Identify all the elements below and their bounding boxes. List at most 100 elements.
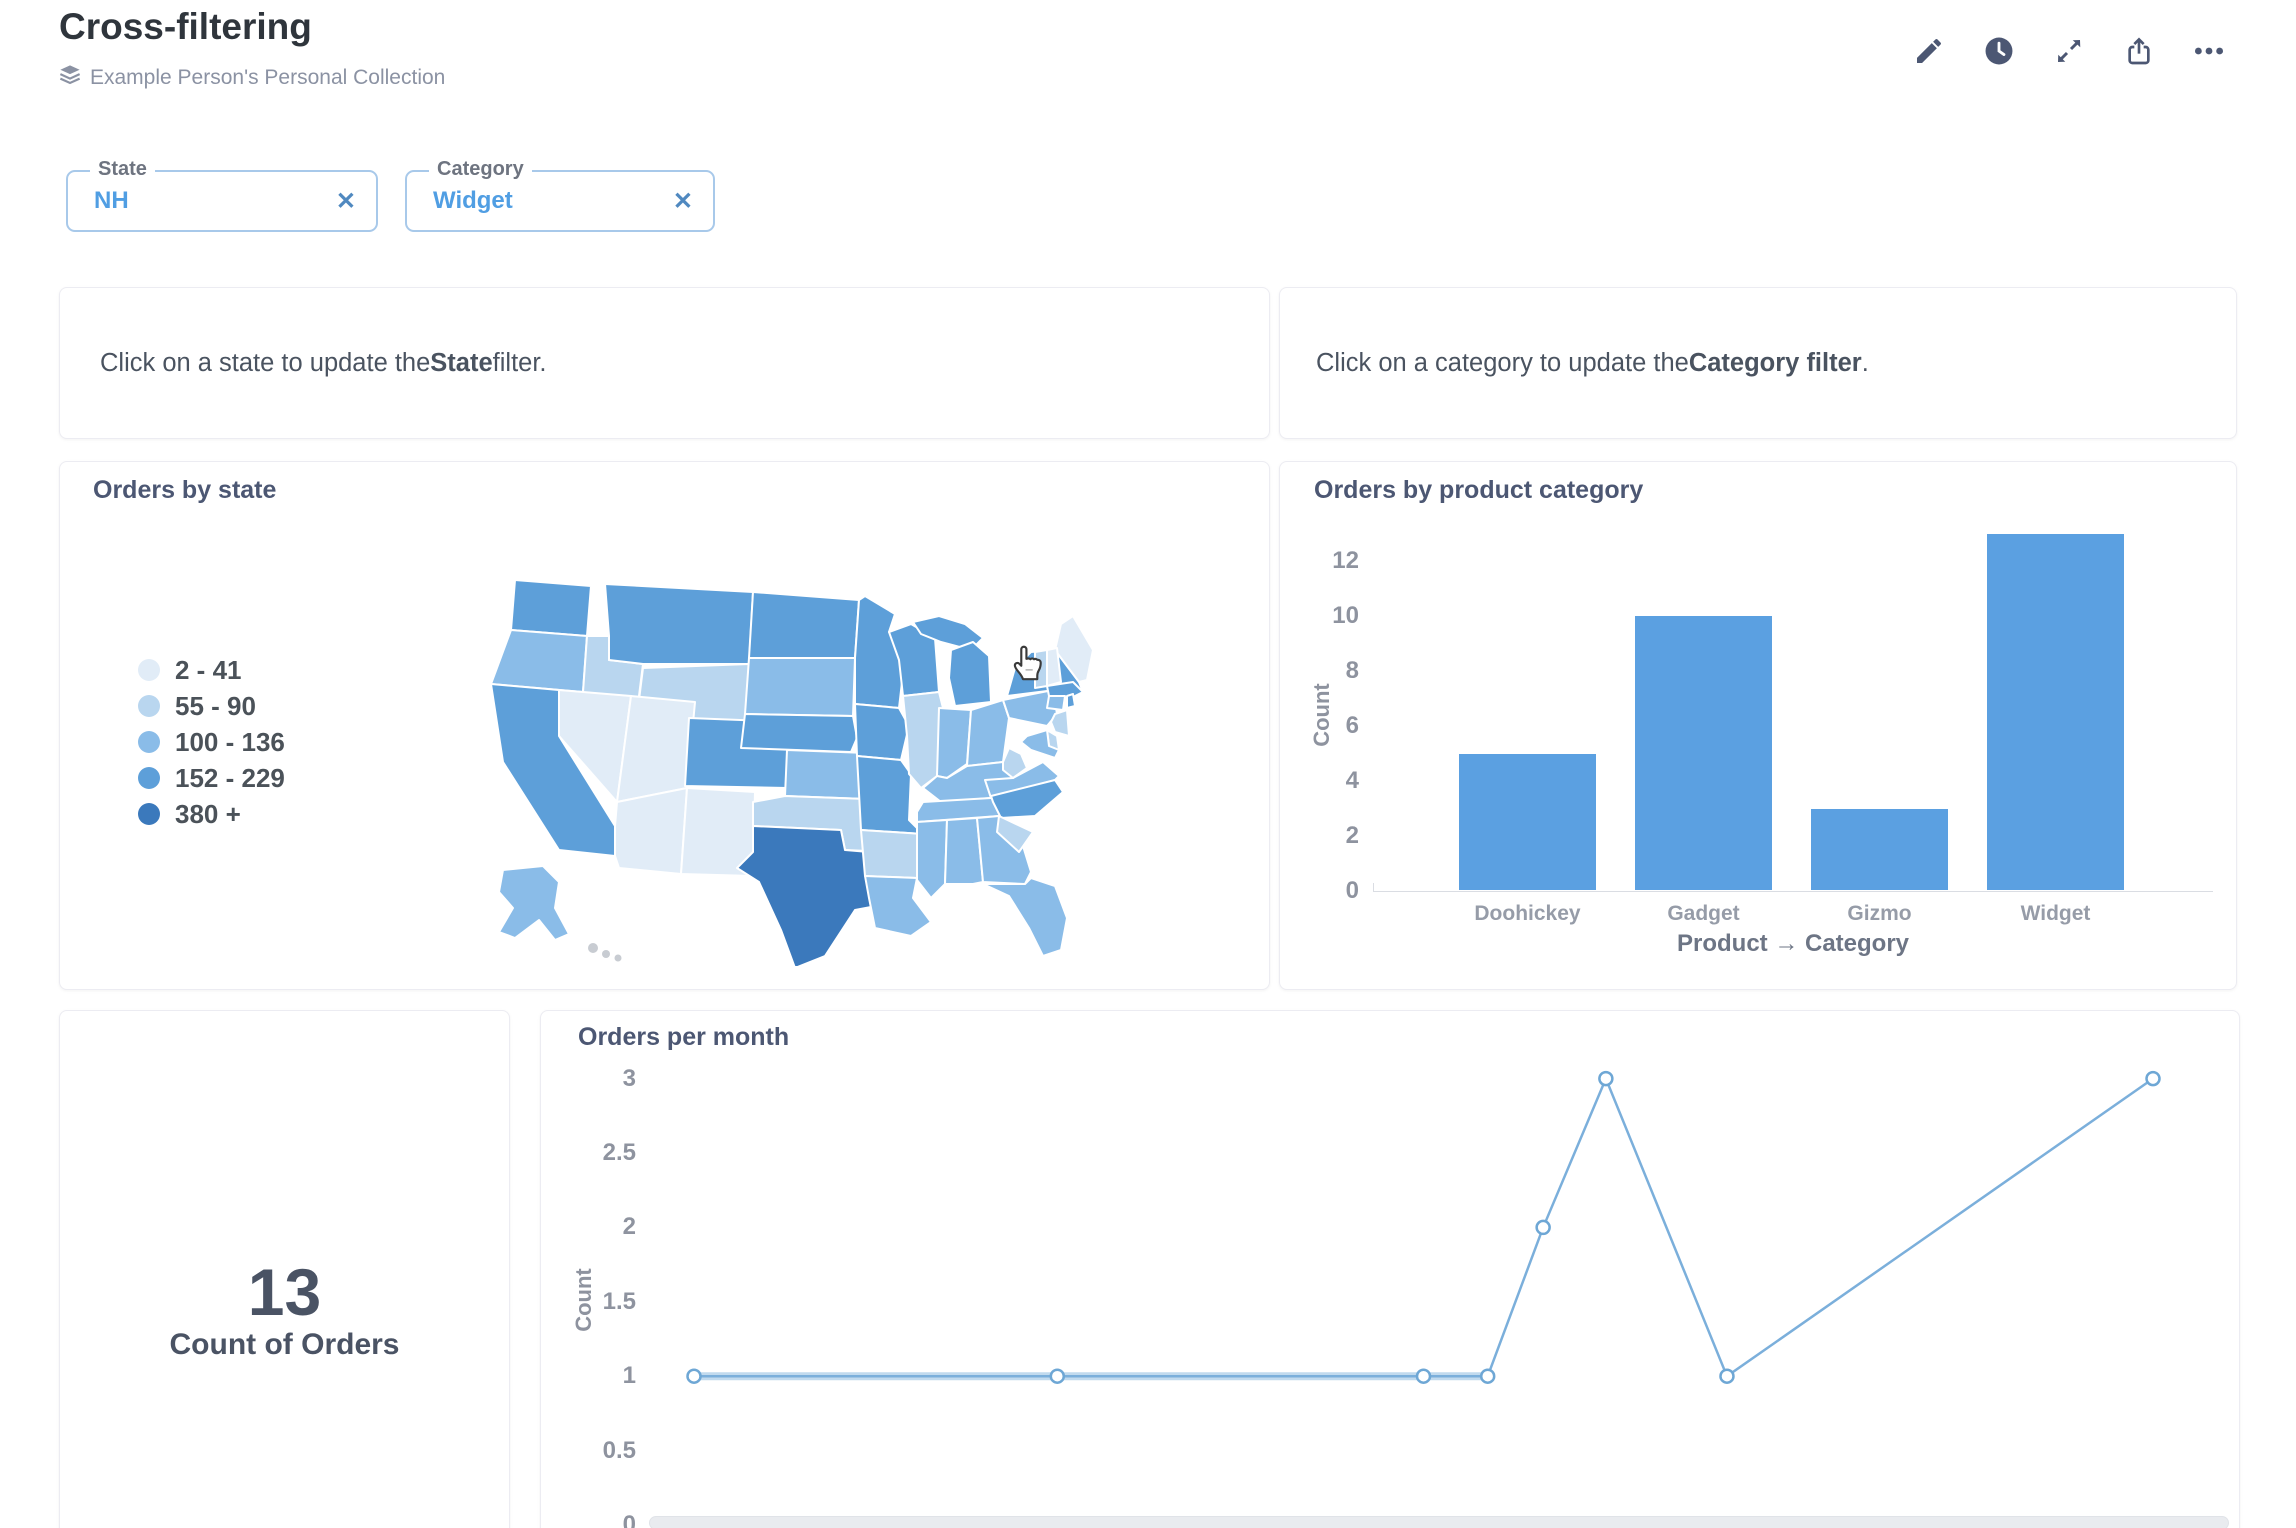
state-RI[interactable] — [1066, 693, 1076, 709]
line-y-tick: 2.5 — [602, 1139, 636, 1166]
legend-swatch — [138, 731, 160, 753]
line-point[interactable] — [1719, 1368, 1735, 1384]
state-HI[interactable] — [614, 954, 622, 962]
line-y-tick: 3 — [622, 1064, 636, 1092]
bar-category-label: Doohickey — [1474, 902, 1581, 925]
more-options-icon[interactable] — [2186, 28, 2232, 74]
state-OH[interactable] — [966, 699, 1010, 767]
line-point[interactable] — [686, 1368, 702, 1384]
scalar-card: 13 Count of Orders — [59, 1010, 510, 1528]
filter-category-value[interactable]: Widget — [433, 187, 513, 214]
filter-category[interactable]: Category Widget ✕ — [405, 158, 715, 232]
legend-label: 380 + — [175, 798, 241, 829]
line-y-tick: 1 — [622, 1362, 636, 1390]
state-ND[interactable] — [748, 591, 860, 659]
bar-x-axis-label: Product → Category — [1676, 930, 1910, 957]
share-icon[interactable] — [2116, 28, 2162, 74]
state-SC[interactable] — [996, 815, 1034, 853]
state-AR[interactable] — [860, 829, 924, 879]
state-SD[interactable] — [744, 657, 856, 717]
bar-gadget[interactable] — [1635, 616, 1772, 890]
state-CT[interactable] — [1046, 695, 1066, 711]
map-card-title: Orders by state — [93, 476, 277, 504]
state-NJ[interactable] — [1050, 709, 1070, 737]
state-TX[interactable] — [736, 825, 900, 966]
state-OR[interactable] — [490, 629, 588, 693]
line-series[interactable] — [541, 1011, 2241, 1528]
text-run: Click on a state to update the — [100, 348, 431, 377]
hand-pointer-icon — [1009, 642, 1045, 687]
bar-y-tick: 12 — [1332, 547, 1359, 574]
legend-item: 380 + — [138, 796, 285, 832]
us-choropleth-map[interactable] — [441, 536, 1111, 966]
line-point[interactable] — [1479, 1368, 1496, 1384]
line-point[interactable] — [1049, 1368, 1066, 1384]
line-point[interactable] — [1415, 1368, 1432, 1384]
scalar-value[interactable]: 13 — [247, 1255, 322, 1329]
time-history-icon[interactable] — [1976, 28, 2022, 74]
bar-widget[interactable] — [1987, 533, 2124, 890]
state-NC[interactable] — [990, 779, 1064, 819]
filter-state-clear-icon[interactable]: ✕ — [335, 187, 356, 215]
state-AZ[interactable] — [614, 787, 688, 875]
state-WV[interactable] — [1002, 747, 1028, 779]
legend-label: 55 - 90 — [175, 690, 256, 721]
filter-state[interactable]: State NH ✕ — [66, 158, 378, 232]
text-run: . — [1861, 348, 1869, 377]
bar-doohickey[interactable] — [1459, 753, 1596, 890]
legend-swatch — [138, 767, 160, 789]
bar-gizmo[interactable] — [1811, 808, 1948, 890]
state-HI[interactable] — [588, 943, 598, 953]
bar-y-tick: 2 — [1345, 822, 1359, 849]
state-LA[interactable] — [864, 875, 932, 937]
bar-y-tick: 6 — [1345, 712, 1359, 739]
filter-state-label: State — [90, 158, 155, 181]
line-y-tick: 0.5 — [602, 1436, 636, 1464]
text-card-state: Click on a state to update the State fil… — [59, 287, 1270, 439]
line-point[interactable] — [1535, 1219, 1551, 1236]
filter-state-value[interactable]: NH — [94, 187, 129, 214]
state-NH[interactable] — [1046, 647, 1062, 687]
state-MI[interactable] — [948, 641, 992, 707]
state-MT[interactable] — [604, 583, 754, 665]
legend-swatch — [138, 695, 160, 717]
state-AK[interactable] — [498, 865, 570, 941]
text-card-category: Click on a category to update the Catego… — [1279, 287, 2237, 439]
filter-category-label: Category — [429, 158, 532, 181]
state-MS[interactable] — [916, 819, 948, 899]
filter-category-clear-icon[interactable]: ✕ — [672, 187, 693, 215]
bar-y-tick: 8 — [1345, 657, 1359, 684]
state-MI[interactable] — [912, 615, 984, 651]
line-point[interactable] — [2145, 1070, 2161, 1087]
state-IA[interactable] — [854, 703, 910, 761]
state-HI[interactable] — [602, 950, 610, 958]
line-chart-card: Orders per month Count 3 2.5 2 1.5 1 0.5 0 — [540, 1010, 2240, 1528]
state-UT[interactable] — [616, 695, 696, 803]
state-NE[interactable] — [740, 713, 858, 753]
state-MD[interactable] — [1020, 729, 1060, 759]
state-AL[interactable] — [944, 817, 984, 885]
line-y-tick: 1.5 — [602, 1287, 636, 1315]
bar-x-axis-line — [1373, 891, 2213, 892]
bar-chart-card: Orders by product category Count 12 10 8 6 4… — [1279, 461, 2237, 990]
line-chart-title: Orders per month — [578, 1023, 790, 1051]
line-y-tick: 2 — [622, 1213, 636, 1241]
state-WA[interactable] — [510, 579, 592, 637]
map-legend: 2 - 41 55 - 90 100 - 136 152 - 229 380 + — [138, 652, 285, 832]
state-ME[interactable] — [1054, 615, 1094, 683]
edit-pencil-icon[interactable] — [1906, 28, 1952, 74]
line-x-axis-band — [649, 1516, 2229, 1528]
breadcrumb[interactable]: Example Person's Personal Collection — [59, 64, 445, 92]
bar-category-label: Gadget — [1667, 902, 1740, 925]
fullscreen-expand-icon[interactable] — [2046, 28, 2092, 74]
bar-y-tick: 4 — [1345, 767, 1359, 794]
bar-category-label: Widget — [2020, 902, 2091, 925]
header-actions — [1906, 28, 2232, 74]
collection-layers-icon — [59, 64, 81, 92]
legend-item: 152 - 229 — [138, 760, 285, 796]
line-point[interactable] — [1598, 1070, 1614, 1087]
bar-category-label: Gizmo — [1847, 902, 1912, 925]
state-FL[interactable] — [982, 877, 1068, 957]
text-card-state-body: Click on a state to update the State fil… — [100, 288, 547, 438]
